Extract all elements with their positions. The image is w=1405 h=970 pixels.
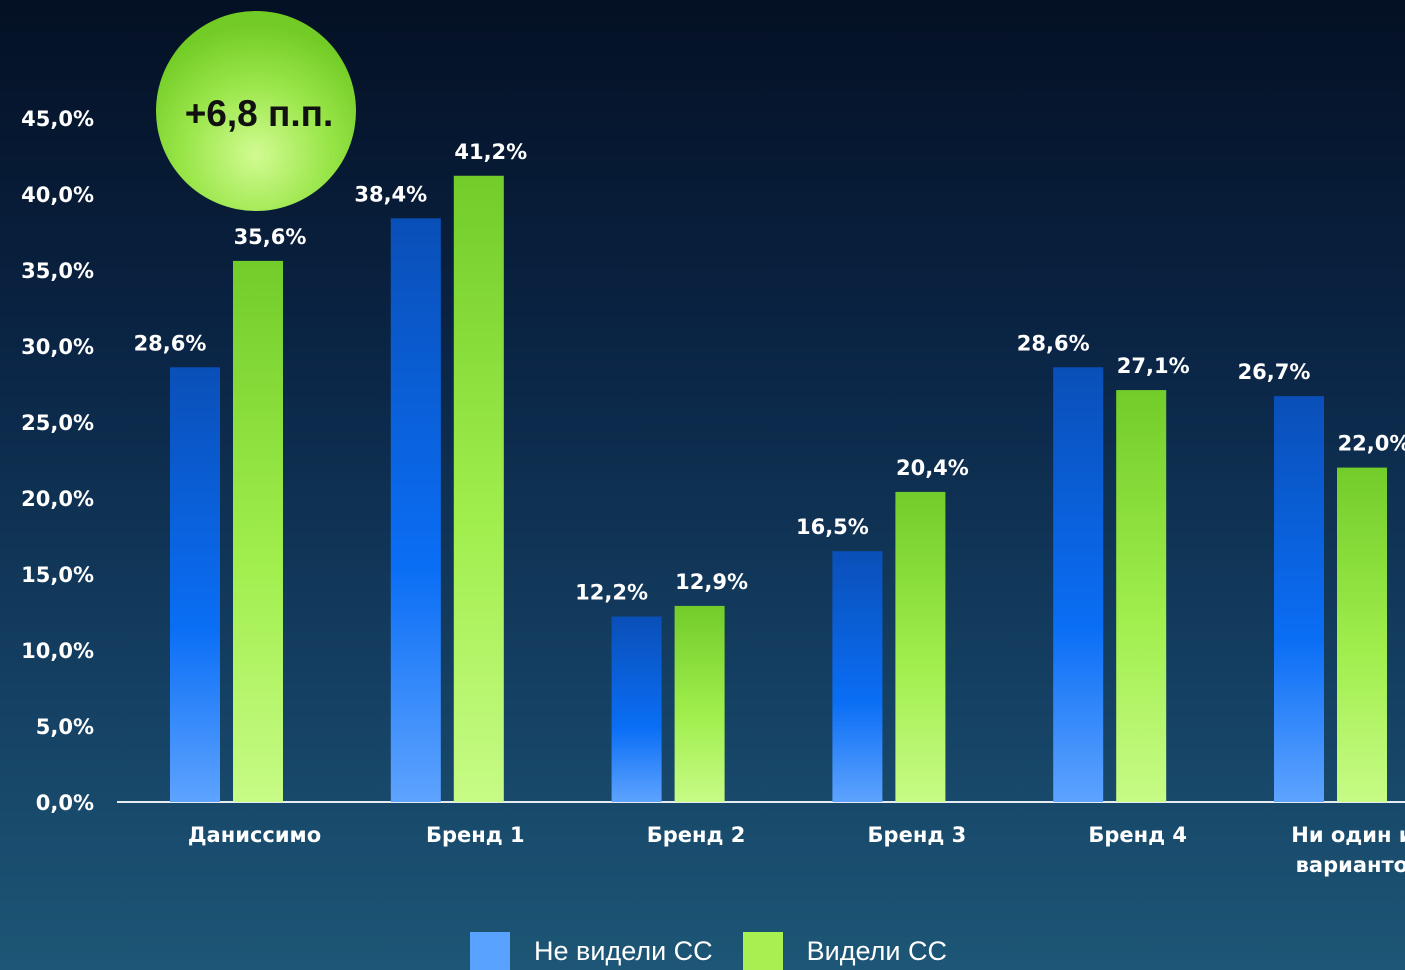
legend-label-not-seen: Не видели СС	[534, 935, 713, 966]
y-tick-label: 40,0%	[21, 183, 94, 207]
y-tick-label: 35,0%	[21, 259, 94, 283]
bar-seen	[453, 175, 504, 802]
badge-text: +6,8 п.п.	[185, 93, 334, 134]
data-label: 35,6%	[234, 225, 307, 249]
y-tick-label: 45,0%	[21, 107, 94, 131]
y-tick-label: 0,0%	[36, 791, 94, 815]
x-category-label: Бренд 3	[868, 823, 967, 847]
data-label: 20,4%	[896, 456, 969, 480]
legend: Не видели СС Видели СС	[470, 932, 977, 970]
y-tick-label: 25,0%	[21, 411, 94, 435]
bar-not-seen	[1274, 396, 1324, 802]
bar-not-seen	[611, 616, 662, 802]
bar-not-seen	[170, 367, 220, 802]
legend-label-seen: Видели СС	[806, 935, 947, 966]
data-label: 12,2%	[575, 581, 648, 605]
bar-seen	[233, 260, 283, 802]
data-labels: 28,6% 35,6% 38,4% 41,2% 12,2% 12,9% 16,5% 20,4%…	[134, 140, 1405, 605]
y-tick-label: 5,0%	[36, 715, 94, 739]
bar-seen	[674, 605, 725, 802]
data-label: 22,0%	[1338, 432, 1405, 456]
legend-item-not-seen: Не видели СС	[470, 932, 713, 970]
x-category-label: вариантов	[1296, 853, 1405, 877]
bar-not-seen	[390, 218, 441, 802]
data-label: 41,2%	[454, 140, 527, 164]
y-axis-labels: 0,0% 5,0% 10,0% 15,0% 20,0% 25,0% 30,0% 35,0% 40…	[21, 107, 94, 815]
x-category-label: Даниссимо	[188, 823, 321, 847]
data-label: 38,4%	[354, 182, 427, 206]
legend-swatch-green	[742, 932, 783, 970]
y-tick-label: 30,0%	[21, 335, 94, 359]
data-label: 12,9%	[675, 570, 748, 594]
x-category-label: Бренд 4	[1088, 823, 1187, 847]
data-label: 26,7%	[1238, 360, 1311, 384]
bars	[170, 175, 1387, 802]
bar-seen	[895, 491, 946, 802]
badge-circle	[156, 11, 356, 211]
y-tick-label: 20,0%	[21, 487, 94, 511]
x-category-label: Бренд 1	[426, 823, 525, 847]
data-label: 16,5%	[796, 515, 869, 539]
data-label: 27,1%	[1117, 354, 1190, 378]
difference-badge: +6,8 п.п.	[156, 11, 356, 211]
x-category-label: Бренд 2	[647, 823, 746, 847]
x-category-label: Ни один из	[1291, 823, 1405, 847]
y-tick-label: 10,0%	[21, 639, 94, 663]
data-label: 28,6%	[1017, 331, 1090, 355]
data-label: 28,6%	[134, 331, 207, 355]
bar-seen	[1116, 390, 1167, 802]
y-tick-label: 15,0%	[21, 563, 94, 587]
bar-seen	[1337, 467, 1387, 802]
bar-not-seen	[832, 551, 883, 802]
bar-not-seen	[1053, 367, 1104, 802]
legend-swatch-blue	[470, 932, 510, 970]
legend-item-seen: Видели СС	[742, 932, 947, 970]
category-labels: Даниссимо Бренд 1 Бренд 2 Бренд 3 Бренд 4 Ни …	[188, 823, 1405, 877]
